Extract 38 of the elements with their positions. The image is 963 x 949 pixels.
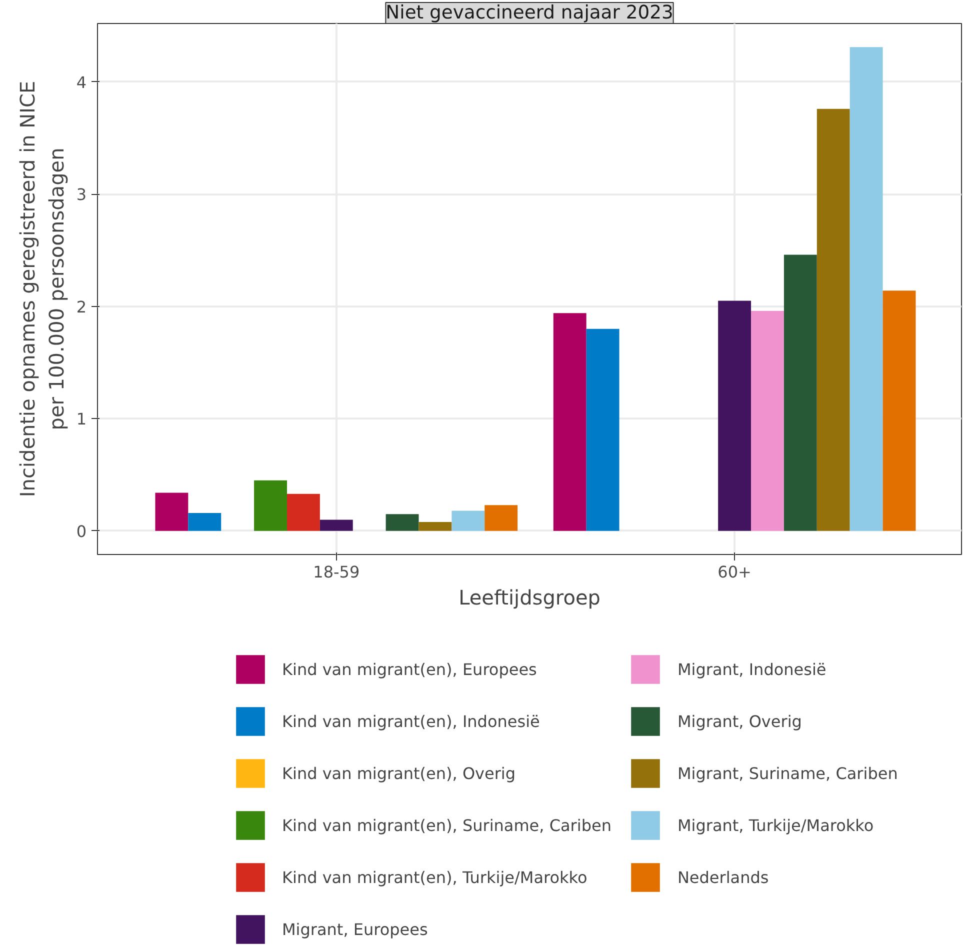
legend-label: Migrant, Suriname, Cariben	[677, 762, 898, 784]
bar	[254, 480, 287, 531]
bar	[484, 505, 518, 531]
chart-title: Niet gevaccineerd najaar 2023	[386, 2, 674, 24]
bar	[816, 108, 850, 531]
y-tick-label: 4	[76, 72, 87, 92]
legend-label: Migrant, Turkije/Marokko	[677, 814, 874, 836]
legend-label: Migrant, Europees	[282, 918, 428, 940]
bar	[882, 290, 916, 531]
legend-label: Migrant, Indonesië	[677, 658, 826, 680]
y-tick-label: 0	[76, 522, 87, 541]
bar	[553, 313, 586, 531]
bar	[286, 494, 320, 531]
legend-label: Kind van migrant(en), Turkije/Marokko	[282, 866, 588, 888]
bar	[386, 514, 419, 531]
legend-label: Migrant, Overig	[677, 710, 802, 732]
bar	[452, 510, 485, 531]
y-tick-label: 3	[76, 185, 87, 204]
x-tick-label: 60+	[718, 562, 752, 582]
bar	[850, 47, 883, 531]
bar	[188, 512, 222, 531]
y-tick-label: 2	[76, 297, 87, 316]
legend-label: Kind van migrant(en), Europees	[282, 658, 537, 680]
x-axis-title: Leeftijdsgroep	[458, 586, 600, 610]
x-tick-label: 18-59	[313, 562, 360, 582]
y-tick-label: 1	[76, 410, 87, 429]
legend-label: Kind van migrant(en), Indonesië	[282, 710, 540, 732]
bar	[784, 254, 817, 531]
bar	[718, 300, 752, 531]
bar	[418, 522, 452, 531]
legend-label: Nederlands	[677, 866, 769, 888]
y-axis-title: Incidentie opnames geregistreerd in NICE per 100.000 persoonsdagen	[16, 80, 68, 498]
legend-label: Kind van migrant(en), Overig	[282, 762, 516, 784]
bar	[586, 328, 620, 531]
bar	[155, 492, 188, 531]
legend-label: Kind van migrant(en), Suriname, Cariben	[282, 814, 612, 836]
bar	[320, 520, 353, 531]
bar	[751, 310, 784, 531]
